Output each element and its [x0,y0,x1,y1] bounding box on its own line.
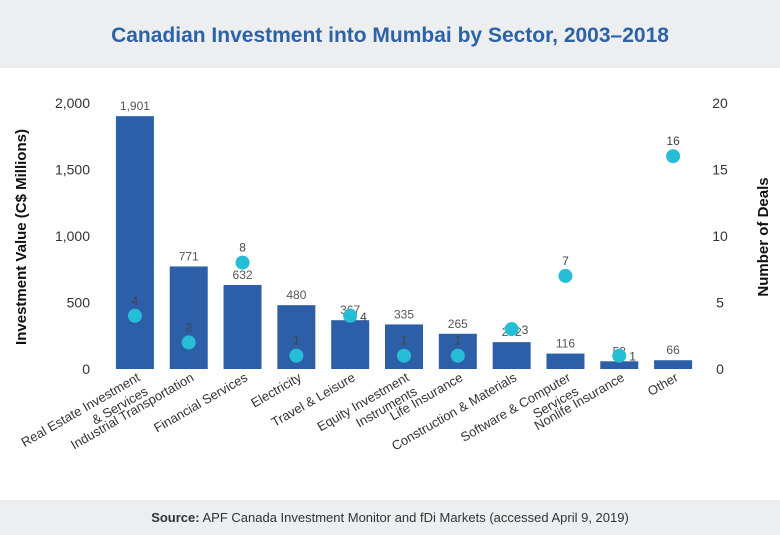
y2-tick-label: 15 [712,162,728,178]
bar-series: 1,9017716324803673352652021165866 [115,99,693,370]
source-text: APF Canada Investment Monitor and fDi Ma… [202,510,629,525]
deal-marker [612,348,627,363]
category-label-line: Financial Services [151,369,250,435]
y-axis-left: 0 500 1,000 1,500 2,000 [55,95,90,377]
bar [600,361,639,369]
deal-count-label: 2 [185,320,192,334]
deal-count-label: 8 [239,241,246,255]
bar-value-label: 116 [556,337,575,351]
y-tick-label: 1,500 [55,162,90,178]
source-note: Source: APF Canada Investment Monitor an… [0,510,780,525]
y-tick-label: 1,000 [55,228,90,244]
deal-marker [666,149,681,164]
bar-value-label: 632 [233,268,253,282]
category-label: Financial Services [151,369,250,435]
deal-count-label: 16 [666,134,680,148]
y2-axis-title: Number of Deals [755,177,772,296]
deal-marker [343,308,358,323]
bar [492,342,531,369]
y-tick-label: 0 [82,361,90,377]
bar-value-label: 66 [666,343,680,357]
y2-tick-label: 5 [716,295,724,311]
deal-count-label: 1 [629,350,636,364]
deal-count-label: 1 [401,334,408,348]
title-band [0,0,780,68]
deal-marker [450,348,465,363]
bar-value-label: 480 [286,288,306,302]
category-labels: Real Estate Investment& ServicesIndustri… [19,369,682,453]
deal-marker [397,348,411,363]
bar [546,353,585,369]
deal-marker [235,255,250,270]
y2-tick-label: 0 [716,361,724,377]
deal-marker [504,322,519,337]
chart: 0 500 1,000 1,500 2,000 0 5 10 15 20 1,901 771 632… [13,95,772,453]
deal-marker [558,268,573,283]
deal-marker [289,348,304,363]
y2-tick-label: 10 [712,228,728,244]
y-axis-title: Investment Value (C$ Millions) [13,129,30,345]
category-label-line: Other [645,369,681,399]
bar [169,266,208,369]
chart-title: Canadian Investment into Mumbai by Secto… [111,24,669,47]
bar [223,284,262,369]
source-band: Source: APF Canada Investment Monitor an… [0,500,780,535]
bar [331,320,370,369]
bar-value-label: 265 [448,317,468,331]
y2-tick-label: 20 [712,95,728,111]
bar-value-label: 771 [179,249,199,263]
source-prefix: Source: [151,510,200,525]
deal-count-label: 3 [522,323,529,337]
y-tick-label: 500 [67,295,91,311]
deal-marker [127,308,142,323]
category-label: Other [645,369,681,399]
bar-value-label: 335 [394,307,414,321]
deal-count-label: 7 [562,254,569,268]
bar-value-label: 1,901 [120,99,150,113]
deal-count-label: 1 [454,334,461,348]
y-axis-right: 0 5 10 15 20 [712,95,728,377]
deal-count-label: 4 [360,310,367,324]
y-tick-label: 2,000 [55,95,90,111]
deal-count-label: 1 [293,334,300,348]
bar [654,360,693,369]
deal-count-label: 4 [132,294,139,308]
deal-marker [181,335,196,350]
bar [115,116,154,370]
